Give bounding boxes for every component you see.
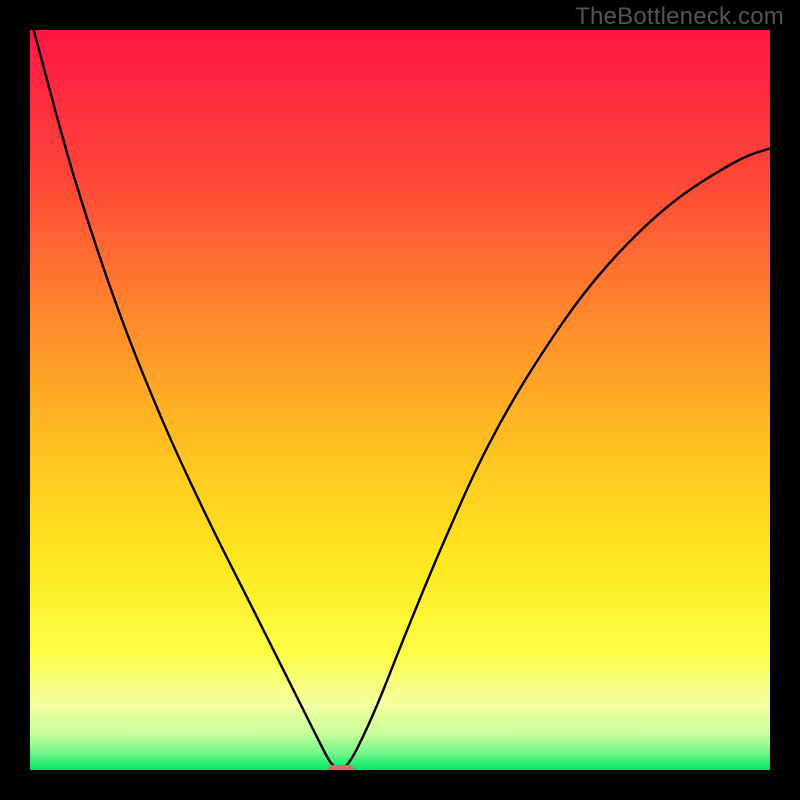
curve-right-branch xyxy=(345,148,771,767)
axis-frame-bottom xyxy=(0,770,800,800)
attribution-text: TheBottleneck.com xyxy=(575,0,784,34)
curve-left-branch xyxy=(34,30,337,768)
axis-frame-right xyxy=(770,0,800,800)
plot-area xyxy=(30,30,770,770)
figure-root: TheBottleneck.com xyxy=(0,0,800,800)
bottleneck-curve xyxy=(30,30,770,770)
axis-frame-left xyxy=(0,0,30,800)
